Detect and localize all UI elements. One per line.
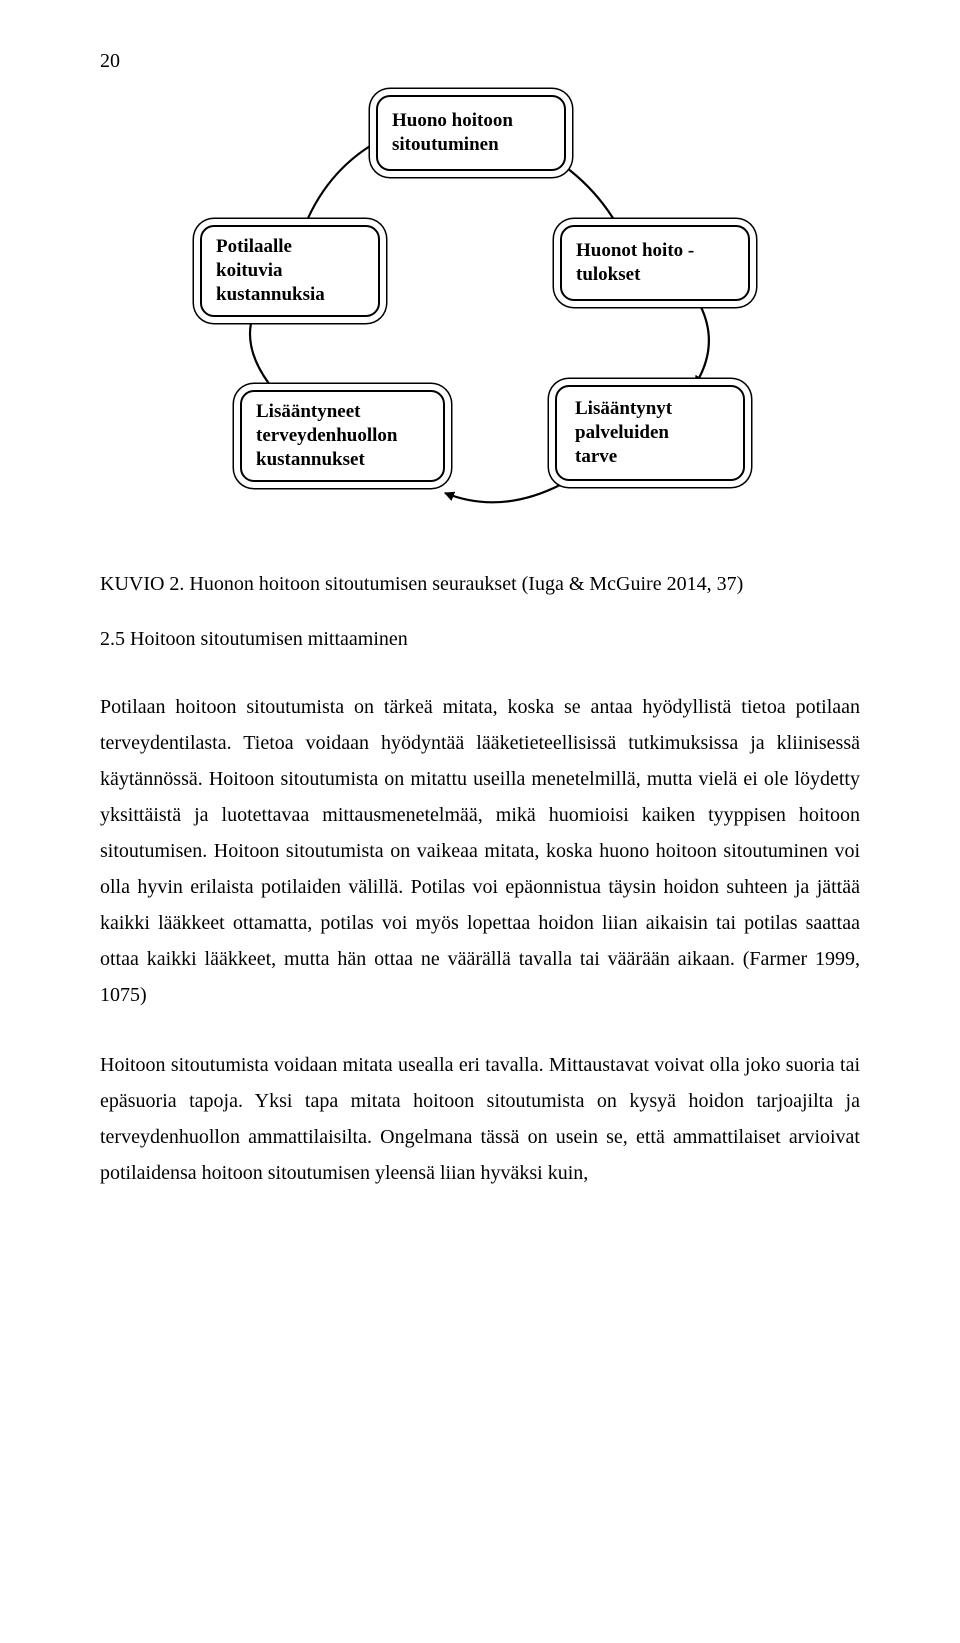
cycle-diagram: Huono hoitoon sitoutuminen Potilaalle ko… (160, 85, 800, 545)
node-top: Huono hoitoon sitoutuminen (376, 95, 566, 171)
node-right-line2: tulokset (576, 263, 734, 287)
page-number: 20 (100, 50, 860, 73)
node-left-line3: kustannuksia (216, 283, 364, 307)
node-bl-line1: Lisääntyneet (256, 400, 429, 424)
node-bottom-right: Lisääntynyt palveluiden tarve (555, 385, 745, 481)
node-br-line1: Lisääntynyt (575, 397, 725, 421)
node-left-line2: koituvia (216, 259, 364, 283)
figure-caption: KUVIO 2. Huonon hoitoon sitoutumisen seu… (100, 573, 860, 596)
node-bl-line3: kustannukset (256, 448, 429, 472)
node-top-line2: sitoutuminen (392, 133, 550, 157)
node-right-line1: Huonot hoito - (576, 239, 734, 263)
node-right: Huonot hoito - tulokset (560, 225, 750, 301)
node-br-line2: palveluiden (575, 421, 725, 445)
section-heading: 2.5 Hoitoon sitoutumisen mittaaminen (100, 628, 860, 651)
node-left: Potilaalle koituvia kustannuksia (200, 225, 380, 317)
node-left-line1: Potilaalle (216, 235, 364, 259)
body-paragraph-2: Hoitoon sitoutumista voidaan mitata usea… (100, 1047, 860, 1191)
node-top-line1: Huono hoitoon (392, 109, 550, 133)
node-br-line3: tarve (575, 445, 725, 469)
node-bottom-left: Lisääntyneet terveydenhuollon kustannuks… (240, 390, 445, 482)
node-bl-line2: terveydenhuollon (256, 424, 429, 448)
body-paragraph-1: Potilaan hoitoon sitoutumista on tärkeä … (100, 689, 860, 1013)
